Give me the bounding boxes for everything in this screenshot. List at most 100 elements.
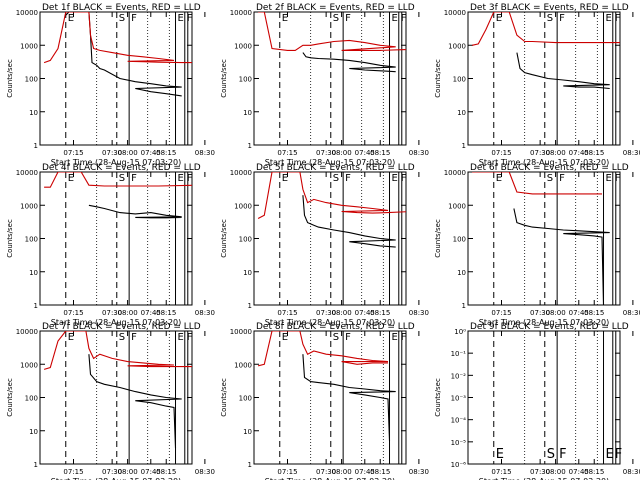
x-tick-label: 08:00	[331, 149, 351, 157]
y-tick-label: 100	[453, 236, 466, 244]
event-marker-label: F	[187, 332, 193, 343]
panel-det-5: Det 5f BLACK = Events, RED = LLD Counts/s…	[220, 163, 429, 327]
y-tick-label: 10⁻³	[451, 395, 467, 403]
event-marker-label: F	[131, 13, 137, 24]
x-tick-label: 07:15	[63, 149, 83, 157]
event-marker-label: E	[178, 13, 184, 24]
event-marker-label: F	[187, 13, 193, 24]
y-tick-label: 1000	[20, 202, 38, 210]
x-tick-label: 07:15	[277, 149, 297, 157]
y-tick-label: 1	[248, 461, 252, 469]
y-tick-label: 10	[29, 428, 38, 436]
x-axis-label: Start Time (28-Aug-15 07:03:20)	[51, 318, 182, 327]
panel-title: Det 3f BLACK = Events, RED = LLD	[470, 3, 629, 13]
y-tick-label: 10	[457, 269, 466, 277]
x-tick-label: 08:00	[331, 468, 351, 476]
series-events-line	[65, 12, 182, 97]
y-axis-label: Counts/sec	[6, 59, 14, 98]
x-axis-label: Start Time (28-Aug-15 07:03:20)	[479, 318, 610, 327]
event-marker-label: E	[282, 173, 288, 184]
panel-det-3: Det 3f BLACK = Events, RED = LLD Counts/s…	[434, 3, 640, 167]
event-marker-label: E	[496, 447, 504, 462]
x-tick-label: 07:30	[102, 468, 122, 476]
x-tick-label: 07:45	[355, 149, 375, 157]
panel-det-1: Det 1f BLACK = Events, RED = LLD Counts/s…	[6, 3, 215, 167]
series-events-line	[516, 52, 610, 90]
y-tick-label: 10000	[444, 9, 466, 17]
y-tick-label: 10000	[16, 169, 38, 177]
y-tick-label: 1000	[234, 42, 252, 50]
event-marker-label: F	[187, 173, 193, 184]
x-tick-label: 07:30	[530, 309, 550, 317]
y-tick-label: 100	[453, 76, 466, 84]
x-axis-label: Start Time (28-Aug-15 07:03:20)	[51, 158, 182, 167]
y-tick-label: 100	[239, 76, 252, 84]
panel-det-2: Det 2f BLACK = Events, RED = LLD Counts/s…	[220, 3, 429, 167]
y-tick-label: 10⁻⁶	[451, 461, 467, 469]
y-axis-label: Counts/sec	[434, 219, 442, 258]
x-tick-label: 07:30	[102, 149, 122, 157]
x-tick-label: 07:30	[530, 468, 550, 476]
event-marker-label: E	[282, 13, 288, 24]
x-tick-label: 08:30	[409, 149, 429, 157]
x-tick-label: 07:30	[102, 309, 122, 317]
series-events-line	[302, 52, 396, 73]
x-tick-label: 07:45	[141, 309, 161, 317]
y-tick-label: 1	[34, 461, 38, 469]
x-tick-label: 07:45	[355, 309, 375, 317]
y-tick-label: 1	[34, 302, 38, 310]
series-events-line	[513, 208, 610, 305]
panel-title: Det 9f BLACK = Events, RED = LLD	[470, 322, 629, 332]
panel-title: Det 8f BLACK = Events, RED = LLD	[256, 322, 415, 332]
x-tick-label: 07:15	[491, 309, 511, 317]
series-events-line	[88, 204, 182, 219]
x-tick-label: 07:30	[316, 468, 336, 476]
event-marker-label: F	[615, 13, 621, 24]
panel-title: Det 4f BLACK = Events, RED = LLD	[42, 163, 201, 173]
event-marker-label: E	[178, 173, 184, 184]
x-tick-label: 08:00	[331, 309, 351, 317]
y-tick-label: 1	[462, 142, 466, 150]
x-tick-label: 07:45	[355, 468, 375, 476]
y-tick-label: 10000	[444, 169, 466, 177]
y-axis-label: Counts/sec	[434, 378, 442, 417]
y-tick-label: 1	[248, 142, 252, 150]
y-axis-label: Counts/sec	[220, 219, 228, 258]
x-tick-label: 08:30	[195, 468, 215, 476]
y-axis-label: Counts/sec	[434, 59, 442, 98]
y-tick-label: 10000	[16, 9, 38, 17]
y-axis-label: Counts/sec	[220, 59, 228, 98]
x-tick-label: 07:15	[277, 309, 297, 317]
y-tick-label: 1000	[20, 361, 38, 369]
panel-title: Det 2f BLACK = Events, RED = LLD	[256, 3, 415, 13]
y-tick-label: 100	[239, 395, 252, 403]
series-events-line	[302, 195, 396, 248]
y-tick-label: 1000	[448, 202, 466, 210]
event-marker-label: S	[547, 173, 553, 184]
x-tick-label: 08:30	[195, 309, 215, 317]
x-tick-label: 08:30	[195, 149, 215, 157]
y-tick-label: 10	[243, 428, 252, 436]
series-lld-line	[257, 331, 389, 367]
event-marker-label: E	[68, 173, 74, 184]
x-tick-label: 08:00	[117, 149, 137, 157]
y-tick-label: 1	[34, 142, 38, 150]
panel-det-8: Det 8f BLACK = Events, RED = LLD Counts/s…	[220, 322, 429, 480]
event-marker-label: E	[178, 332, 184, 343]
event-marker-label: F	[345, 173, 351, 184]
y-axis-label: Counts/sec	[6, 219, 14, 258]
x-tick-label: 08:15	[370, 468, 390, 476]
event-marker-label: F	[345, 332, 351, 343]
event-marker-label: S	[333, 13, 339, 24]
y-tick-label: 100	[25, 395, 38, 403]
y-tick-label: 10⁻²	[451, 372, 467, 380]
series-lld-line	[43, 331, 192, 370]
x-tick-label: 08:00	[117, 309, 137, 317]
series-events-line	[88, 354, 182, 449]
event-marker-label: S	[119, 173, 125, 184]
x-axis-label: Start Time (28-Aug-15 07:03:20)	[265, 158, 396, 167]
event-marker-label: E	[606, 13, 612, 24]
x-tick-label: 07:45	[569, 309, 589, 317]
event-marker-label: E	[496, 173, 502, 184]
x-axis-label: Start Time (28-Aug-15 07:03:20)	[479, 477, 610, 480]
